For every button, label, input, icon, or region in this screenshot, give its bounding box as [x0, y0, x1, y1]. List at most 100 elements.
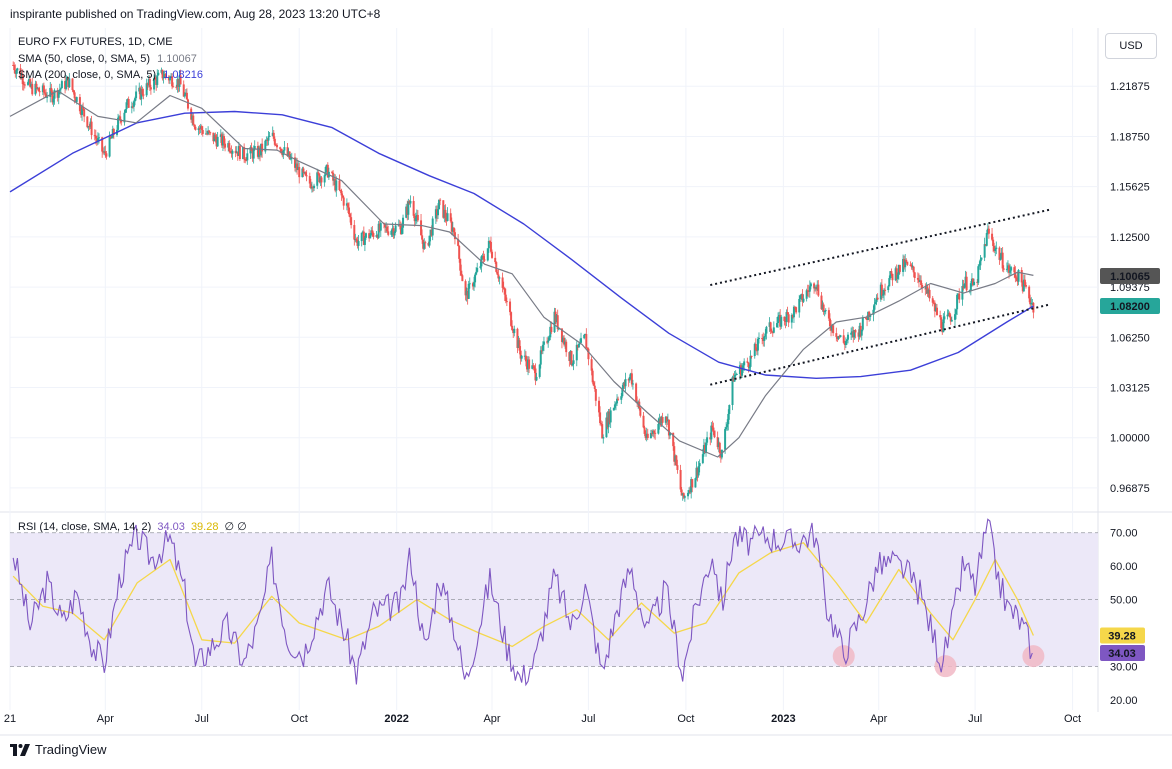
candle — [482, 250, 485, 263]
candle — [540, 346, 543, 355]
candle-body — [613, 404, 616, 408]
candle-body — [525, 361, 528, 370]
candle-body — [93, 135, 96, 137]
candle-body — [265, 140, 268, 142]
candle-body — [104, 151, 107, 154]
candle-body — [21, 75, 24, 85]
candle-body — [326, 164, 329, 178]
candle — [902, 254, 905, 277]
footer-brand[interactable]: TradingView — [10, 742, 107, 757]
candle — [898, 264, 901, 274]
candle-body — [583, 334, 586, 339]
candle — [324, 165, 327, 177]
candle-body — [533, 366, 536, 369]
candle-body — [436, 209, 439, 216]
candle — [709, 432, 712, 446]
candle-body — [406, 206, 409, 215]
candle — [333, 173, 336, 186]
candle-body — [161, 69, 164, 79]
candle — [132, 99, 135, 112]
candle — [787, 312, 790, 328]
candle-body — [590, 359, 593, 371]
candle — [875, 294, 878, 306]
candle-body — [711, 425, 714, 428]
candle — [754, 338, 757, 351]
sma200-legend[interactable]: SMA (200, close, 0, SMA, 5) 1.08216 — [18, 69, 203, 81]
candle — [193, 123, 196, 129]
candle — [727, 409, 730, 431]
candle — [479, 261, 482, 270]
candle-body — [669, 432, 672, 436]
candle-body — [177, 79, 180, 87]
candle-body — [824, 310, 827, 312]
rsi-legend[interactable]: RSI (14, close, SMA, 14, 2) 34.03 39.28 … — [18, 520, 247, 533]
currency-button[interactable]: USD — [1105, 33, 1157, 59]
candle-body — [135, 91, 138, 99]
candle — [616, 394, 619, 407]
candle-body — [864, 317, 867, 319]
candle — [348, 202, 351, 217]
candle-body — [103, 151, 106, 153]
candle — [909, 261, 912, 266]
candle-body — [652, 430, 655, 434]
candle — [613, 401, 616, 410]
candle — [860, 329, 863, 341]
candle — [1013, 264, 1016, 279]
candle — [519, 346, 522, 365]
symbol-legend[interactable]: EURO FX FUTURES, 1D, CME — [18, 36, 173, 48]
candle-body — [459, 258, 462, 271]
candle — [949, 314, 952, 325]
candle — [516, 327, 519, 354]
candle — [794, 306, 797, 311]
candle — [28, 76, 31, 84]
candle-body — [983, 244, 986, 258]
candle-body — [172, 86, 175, 88]
candle-body — [353, 225, 356, 240]
candle-body — [831, 325, 834, 331]
candle-body — [510, 312, 513, 326]
candle-body — [903, 258, 906, 268]
sma50-legend[interactable]: SMA (50, close, 0, SMA, 5) 1.10067 — [18, 53, 197, 65]
candle — [452, 227, 455, 235]
candle — [139, 86, 142, 101]
candle-body — [594, 388, 597, 401]
candle-body — [146, 83, 149, 86]
candle — [904, 253, 907, 272]
candle — [666, 413, 669, 425]
candle-body — [1013, 267, 1016, 273]
candle-body — [1015, 277, 1018, 279]
rsi-value: 34.03 — [157, 521, 185, 533]
candle — [64, 76, 67, 94]
candle-body — [1020, 270, 1023, 283]
candle-body — [973, 281, 976, 286]
candle-body — [852, 331, 855, 338]
candle — [689, 486, 692, 494]
candle — [148, 75, 151, 91]
candle — [110, 135, 113, 139]
candle-body — [423, 242, 426, 249]
candle — [602, 434, 605, 444]
candle — [489, 236, 492, 254]
candle-body — [876, 297, 879, 300]
candle — [577, 342, 580, 348]
candle — [19, 63, 22, 80]
time-tick-label: 21 — [4, 713, 16, 725]
candle — [591, 368, 594, 385]
rsi-value-text: 39.28 — [1108, 630, 1136, 642]
candle-body — [405, 206, 408, 218]
candle — [962, 279, 965, 291]
candle-body — [176, 79, 179, 88]
candle — [427, 241, 430, 247]
candle-body — [23, 84, 26, 86]
candle — [346, 202, 349, 214]
candle-body — [274, 144, 277, 146]
candle-body — [681, 493, 684, 496]
candle — [590, 356, 593, 376]
candle — [749, 350, 752, 371]
candle — [214, 132, 217, 143]
candle-body — [119, 116, 122, 120]
candle — [267, 131, 270, 146]
candle — [302, 166, 305, 178]
candle-body — [838, 336, 841, 338]
